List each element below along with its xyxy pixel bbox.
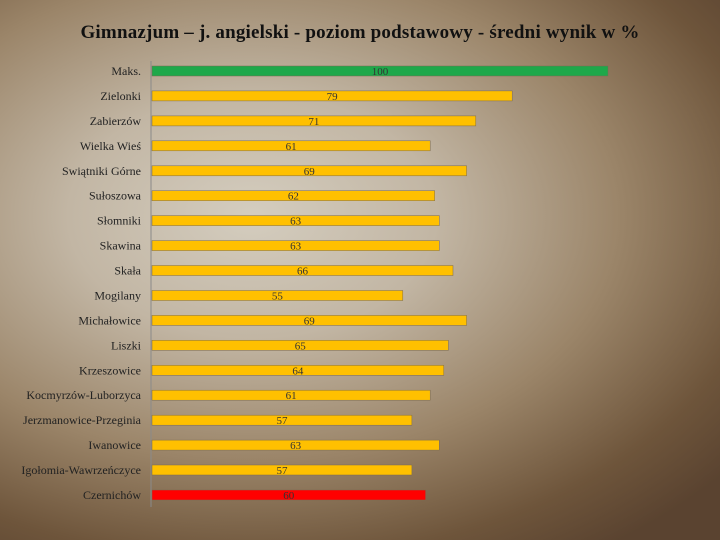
bar: [151, 489, 426, 501]
category-labels-group: Maks. Zielonki Zabierzów Wielka Wieś Swiątni…: [21, 64, 141, 502]
bar: [151, 215, 440, 226]
value-label: 61: [286, 390, 297, 402]
category-label: Kocmyrzów-Luborzyca: [26, 388, 141, 402]
value-label: 63: [290, 440, 302, 452]
bar: [151, 265, 454, 276]
bar: [151, 65, 609, 77]
category-label: Czernichów: [83, 488, 141, 502]
value-label: 71: [308, 116, 319, 128]
value-label: 57: [277, 415, 289, 427]
bar: [151, 165, 467, 177]
value-label: 63: [290, 216, 302, 228]
value-label: 62: [288, 191, 299, 203]
bar: [151, 340, 449, 351]
bar: [151, 90, 513, 102]
category-label: Liszki: [111, 338, 142, 352]
bar: [151, 365, 445, 376]
value-label: 79: [327, 91, 339, 103]
value-label: 69: [304, 166, 316, 178]
value-label: 66: [297, 266, 309, 278]
category-label: Wielka Wieś: [80, 139, 141, 153]
bar: [151, 464, 413, 476]
category-label: Swiątniki Górne: [62, 164, 141, 178]
category-label: Sułoszowa: [89, 189, 142, 203]
bar: [151, 439, 440, 451]
category-label: Igołomia-Wawrzeńczyce: [21, 463, 141, 477]
bar: [151, 389, 431, 401]
value-labels-group: 100 79 71 61 69 62 63 63 66 55 69 65 64 61 57 63 57 60: [272, 66, 389, 502]
value-label: 63: [290, 241, 302, 253]
category-label: Skawina: [100, 239, 142, 253]
bar: [151, 190, 435, 201]
category-label: Zabierzów: [90, 114, 142, 128]
category-label: Jerzmanowice-Przeginia: [23, 413, 142, 427]
category-label: Mogilany: [94, 289, 141, 303]
value-label: 64: [292, 365, 304, 377]
category-label: Maks.: [111, 64, 141, 78]
category-label: Iwanowice: [88, 438, 141, 452]
category-label: Michałowice: [78, 313, 141, 327]
bar: [151, 290, 404, 301]
category-label: Krzeszowice: [79, 363, 141, 377]
value-label: 65: [295, 340, 307, 352]
category-label: Zielonki: [100, 89, 141, 103]
bars-group: [151, 65, 609, 501]
bar: [151, 140, 431, 152]
value-label: 69: [304, 315, 316, 327]
category-label: Skała: [114, 264, 141, 278]
bar: [151, 240, 440, 251]
value-label: 57: [277, 465, 289, 477]
value-label: 61: [286, 141, 297, 153]
value-label: 100: [372, 66, 389, 78]
bar: [151, 115, 477, 127]
chart-title: Gimnazjum – j. angielski - poziom podsta…: [80, 22, 640, 43]
bar: [151, 414, 413, 426]
category-label: Słomniki: [97, 214, 142, 228]
value-label: 60: [283, 490, 295, 502]
value-label: 55: [272, 291, 284, 303]
bar: [151, 315, 467, 326]
